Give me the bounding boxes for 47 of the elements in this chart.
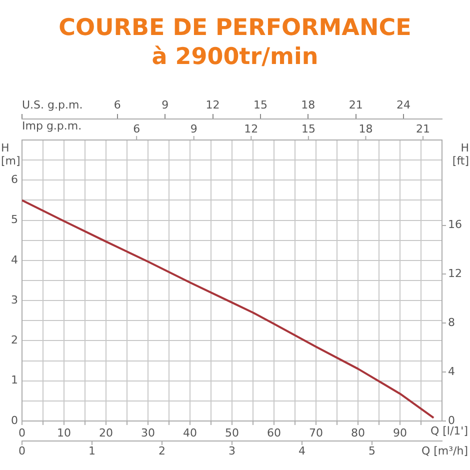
x2-tick-label: 18	[301, 98, 316, 112]
x2-tick-label: 12	[206, 98, 220, 112]
text: 2	[158, 444, 166, 458]
y2-axis-title: H [ft]	[452, 141, 469, 168]
x-tick-label: 30	[141, 426, 155, 440]
y-tick-label: 6	[11, 173, 18, 186]
text: 18	[358, 122, 373, 136]
text: 1	[88, 444, 96, 458]
x-tick-label: 90	[393, 426, 407, 440]
y2-tick-label: 4	[448, 364, 455, 378]
x2-tick-label: 15	[253, 98, 268, 112]
x2-axis-title: U.S. g.p.m.	[22, 98, 83, 112]
x2-tick-label: 24	[396, 98, 411, 112]
text: 5	[368, 444, 376, 458]
y2-tick-label: 0	[448, 414, 455, 427]
x2-tick-label: 9	[162, 98, 169, 112]
x-axis-title: Q [l/1']	[430, 424, 468, 438]
text: 3	[228, 444, 236, 458]
y-tick-label: 3	[11, 293, 18, 306]
y2-tick-label: 12	[448, 267, 462, 280]
text: Imp g.p.m.	[22, 119, 82, 132]
text: 21	[416, 122, 430, 136]
y-tick-label: 4	[11, 253, 18, 266]
x-tick-label: 50	[225, 426, 239, 440]
text: 15	[301, 122, 316, 136]
x-tick-label: 10	[57, 426, 71, 440]
text: 12	[244, 122, 258, 136]
y2-tick-label: 16	[448, 218, 462, 232]
text: 4	[298, 444, 306, 458]
text: 6	[133, 122, 140, 136]
text: 9	[190, 122, 198, 136]
x2-tick-label: 21	[348, 98, 363, 112]
chart-subtitle: à 2900tr/min	[150, 43, 320, 72]
chart-title: COURBE DE PERFORMANCE	[58, 14, 412, 43]
x-tick-label: 60	[267, 426, 281, 440]
x-tick-label: 40	[183, 426, 197, 440]
y-tick-label: 1	[11, 374, 18, 387]
x-tick-label: 70	[309, 426, 323, 440]
text: Q [m³/h]	[421, 444, 468, 458]
y-tick-label: 0	[11, 414, 18, 427]
x-tick-label: 20	[99, 426, 113, 440]
y-tick-label: 2	[11, 334, 18, 347]
y-tick-label: 5	[11, 213, 18, 226]
y-axis-title: H [m]	[1, 141, 20, 168]
x2-tick-label: 6	[114, 98, 121, 112]
y2-tick-label: 8	[448, 316, 455, 329]
x-tick-label: 80	[351, 426, 365, 440]
